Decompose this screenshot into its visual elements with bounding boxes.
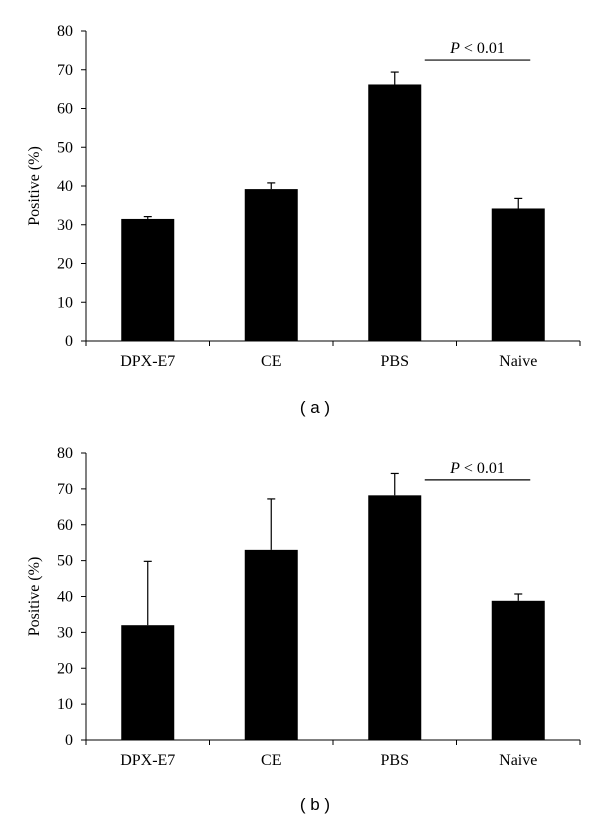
y-tick-label: 20 [57,256,73,273]
y-tick-label: 60 [57,101,73,118]
chart-panel-b: 0 10 20 30 40 50 60 70 80 Positive (%) DPX-E7 CE PBS… [26,445,581,769]
bar [491,600,545,740]
y-tick-label: 20 [57,660,73,677]
y-tick-label: 40 [57,178,73,195]
y-tick-label: 60 [57,517,73,534]
x-tick-label: PBS [381,353,409,370]
significance-label: P < 0.01 [449,460,505,477]
y-tick-label: 40 [57,589,73,606]
bar [244,549,298,740]
significance-label: P < 0.01 [449,40,505,57]
bar [368,495,422,740]
bar [244,189,298,341]
x-tick-label: PBS [381,752,409,769]
bar [491,208,545,341]
y-tick-label: 0 [65,333,73,350]
y-tick-label: 50 [57,553,73,570]
y-tick-label: 30 [57,624,73,641]
significance-label-p: P [449,40,460,57]
bar [368,84,422,341]
y-axis-label: Positive (%) [26,146,43,226]
y-tick-label: 50 [57,139,73,156]
x-tick-label: DPX-E7 [120,752,175,769]
y-tick-label: 70 [57,62,73,79]
significance-label-value: < 0.01 [460,40,505,57]
chart-panel-a: 0 10 20 30 40 50 60 70 80 Positive (%) DPX-E7 CE PBS… [26,23,581,370]
significance-label-value: < 0.01 [460,460,505,477]
y-tick-label: 10 [57,696,73,713]
bar [121,218,175,341]
x-tick-label: Naive [499,752,537,769]
y-axis-label: Positive (%) [26,557,43,637]
y-tick-label: 0 [65,732,73,749]
panel-label-b: ( b ) [300,795,330,814]
panel-label-a: ( a ) [300,398,330,417]
significance-label-p: P [449,460,460,477]
y-tick-label: 70 [57,481,73,498]
y-tick-label: 30 [57,217,73,234]
bar [121,625,175,740]
y-tick-label: 80 [57,23,73,40]
x-tick-label: Naive [499,353,537,370]
y-tick-label: 10 [57,294,73,311]
x-tick-label: DPX-E7 [120,353,175,370]
x-tick-label: CE [261,752,281,769]
x-tick-label: CE [261,353,281,370]
y-tick-label: 80 [57,445,73,462]
